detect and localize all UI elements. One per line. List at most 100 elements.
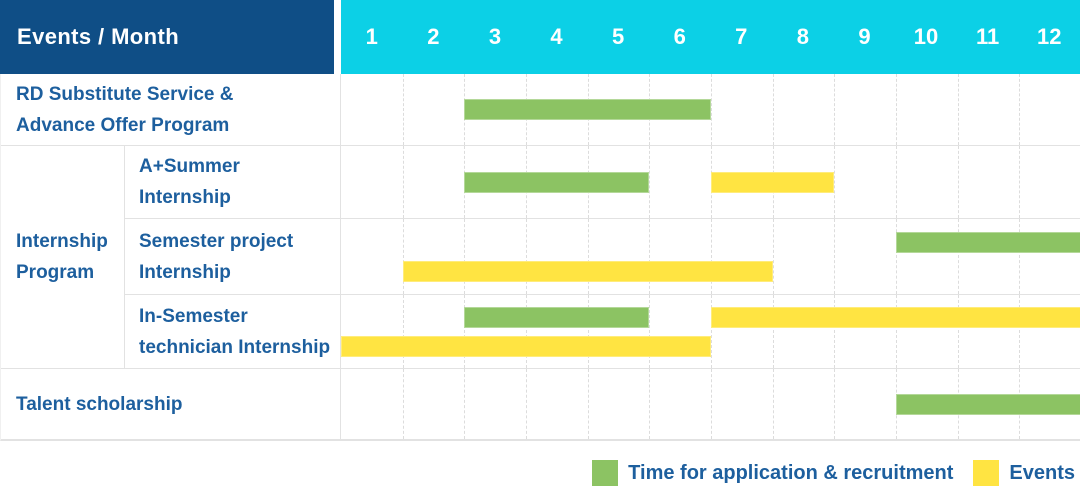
event-bar [711,171,835,193]
bar-lane [341,393,1080,415]
month-gridline [587,369,589,439]
month-gridline [464,295,466,368]
legend: Time for application & recruitment Event… [0,441,1080,494]
legend-swatch-application [592,460,619,486]
month-header-2: 2 [427,24,440,49]
month-header-10: 10 [913,24,939,49]
month-gridline [711,295,712,368]
month-header-12: 12 [1036,24,1062,49]
month-gridline [1019,146,1021,218]
item-label: A+Summer Internship [125,146,341,219]
application-bar [896,393,1080,415]
row-label: Talent scholarship [1,369,341,440]
month-gridline [834,146,836,218]
month-gridline [711,74,712,145]
bar-lane [341,231,1080,253]
month-header-5: 5 [611,24,625,49]
month-gridline [1019,74,1021,145]
legend-swatch-events [973,460,1000,486]
label-line: technician Internship [139,336,331,358]
month-header-11: 11 [975,24,1000,49]
bar-lane [341,306,1080,328]
application-bar [464,306,650,328]
month-gridline [896,74,897,145]
label-line: Internship [139,261,231,283]
event-bar [402,260,773,282]
month-gridline [587,295,589,368]
chart-cell [341,369,1080,440]
item-label: Semester project Internship [125,219,341,295]
label-line: Advance Offer Program [16,114,230,136]
legend-label-application: Time for application & recruitment [628,461,954,484]
month-header-8: 8 [796,24,809,49]
bar-lane [341,335,1080,357]
event-bar [341,335,711,357]
label-line: Semester project [139,230,294,252]
month-gridline [711,369,712,439]
label-line: Talent scholarship [16,393,183,415]
month-gridline [526,369,527,439]
month-gridline [402,146,404,218]
chart-cell [341,74,1080,146]
month-gridline [587,219,589,294]
month-header-1: 1 [365,24,378,49]
header-row: Events / Month 1 2 3 4 5 6 7 8 9 10 11 12 [0,0,1080,74]
chart-cell [341,219,1080,295]
month-gridline [957,295,959,368]
month-gridline [526,295,527,368]
month-header-4: 4 [550,24,563,49]
month-gridline [649,146,651,218]
month-gridline [772,295,774,368]
month-gridline [772,74,774,145]
months-header: 1 2 3 4 5 6 7 8 9 10 11 12 [341,0,1080,74]
bar-lane [341,99,1080,120]
month-gridline [772,219,774,294]
page-title: Events / Month [17,24,180,49]
month-gridline [1019,295,1021,368]
month-gridline [957,146,959,218]
legend-label-events: Events [1009,461,1075,484]
month-header-9: 9 [858,24,871,49]
month-gridline [834,295,836,368]
label-line: Program [16,262,95,283]
chart-cell [341,295,1080,369]
month-gridline [402,219,404,294]
item-label: In-Semester technician Internship [125,295,341,369]
header-divider [334,0,341,74]
month-gridline [834,369,836,439]
month-gridline [834,219,836,294]
application-bar [464,171,650,193]
label-line: In-Semester [139,305,248,327]
month-header-3: 3 [488,24,502,49]
month-gridline [402,74,404,145]
group-label-internship: Internship Program [1,146,125,369]
month-gridline [711,219,712,294]
month-gridline [834,74,836,145]
event-bar [711,306,1080,328]
chart-cell [341,146,1080,219]
month-gridline [402,295,404,368]
month-gridline [649,369,651,439]
row-label: RD Substitute Service & Advance Offer Pro… [1,74,341,146]
month-gridline [464,369,466,439]
corner-header: Events / Month [0,0,334,74]
label-line: Internship [139,187,231,208]
bar-lane [341,171,1080,193]
month-gridline [402,369,404,439]
bar-lane [341,260,1080,282]
month-gridline [957,74,959,145]
body-grid: RD Substitute Service & Advance Offer Pro… [0,74,1080,441]
month-gridline [526,219,527,294]
label-line: RD Substitute Service & [16,83,234,105]
month-gridline [649,219,651,294]
month-gridline [1019,219,1021,294]
application-bar [464,99,711,120]
month-gridline [649,295,651,368]
month-gridline [896,146,897,218]
label-line: Internship [16,231,108,252]
month-gridline [896,219,897,294]
month-gridline [957,219,959,294]
month-gridline [464,219,466,294]
month-header-7: 7 [735,24,748,49]
